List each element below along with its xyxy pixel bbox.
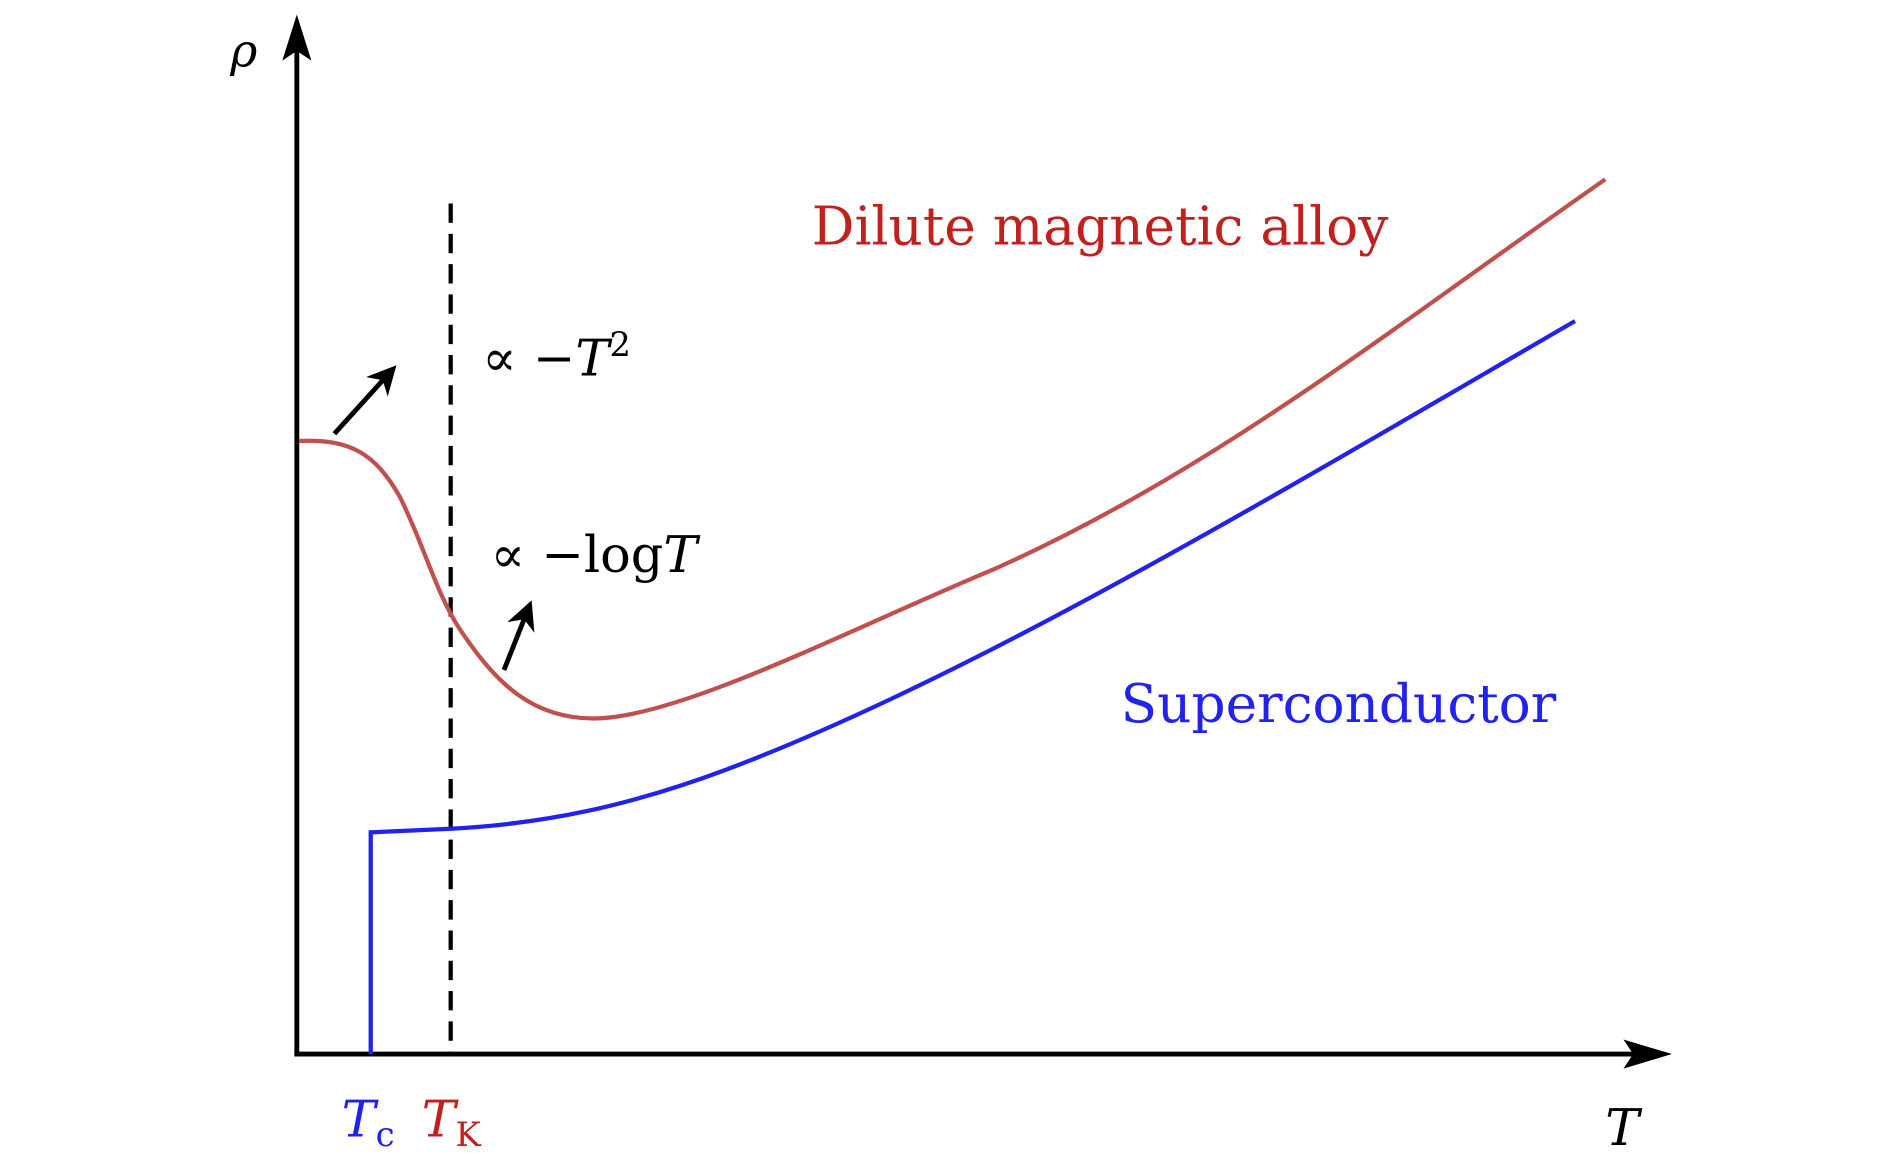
superconductor-curve — [368, 319, 1577, 1055]
y-label: ρ — [229, 24, 257, 78]
annotation-prefix: ∝ − — [482, 329, 575, 388]
marker-symbol: T — [342, 1089, 380, 1148]
annotation-superscript: 2 — [609, 325, 631, 364]
annotation-symbol: T — [663, 525, 701, 584]
alloy-curve — [299, 177, 1607, 721]
annotation: ∝ −logT — [491, 525, 702, 584]
curve-label: Superconductor — [1121, 673, 1557, 735]
annotation-symbol: T — [575, 329, 613, 388]
marker-subscript: c — [376, 1115, 395, 1154]
y-axis-arrow — [282, 14, 312, 61]
annotation-prefix: ∝ −log — [491, 525, 664, 584]
x-label: T — [1605, 1098, 1643, 1157]
arrow — [332, 365, 397, 436]
x-axis-arrow — [1623, 1039, 1672, 1069]
marker-label: TK — [422, 1089, 482, 1154]
marker-symbol: T — [422, 1089, 460, 1148]
marker-label: Tc — [342, 1089, 395, 1154]
annotation: ∝ −T2 — [482, 325, 631, 387]
curve-label: Dilute magnetic alloy — [812, 196, 1389, 258]
marker-subscript: K — [456, 1115, 482, 1154]
arrow — [501, 600, 535, 671]
